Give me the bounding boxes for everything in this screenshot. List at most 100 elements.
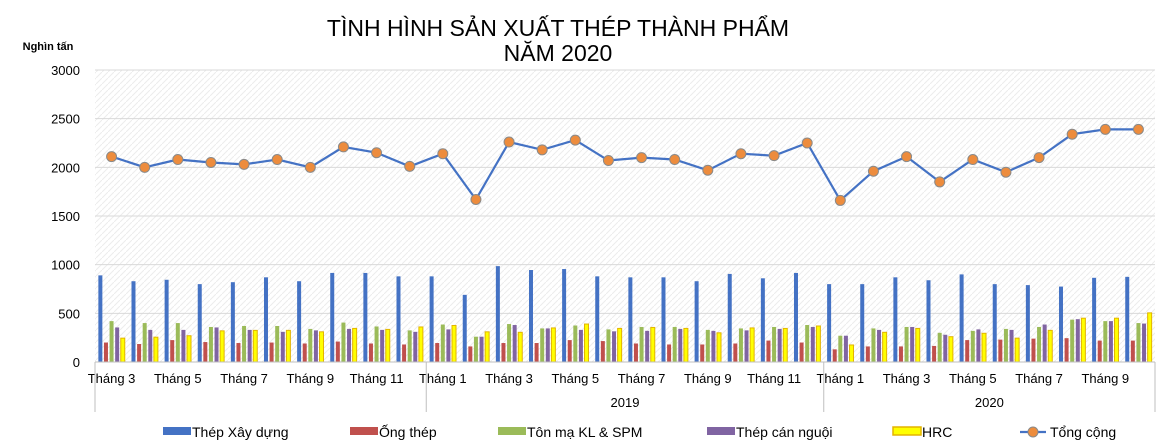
total-point xyxy=(702,164,714,176)
total-line-group xyxy=(106,123,1144,206)
x-tick-label: Tháng 11 xyxy=(350,371,404,386)
total-point xyxy=(238,158,250,170)
bar xyxy=(793,272,798,362)
bar xyxy=(760,278,765,362)
total-point xyxy=(636,152,648,164)
bar xyxy=(612,331,617,362)
total-line xyxy=(111,128,1139,203)
total-point xyxy=(337,141,349,153)
bar xyxy=(1037,326,1042,362)
bar xyxy=(1097,340,1102,362)
bar xyxy=(645,330,650,362)
bar xyxy=(667,344,672,362)
bar xyxy=(976,329,981,362)
legend-label: Tôn mạ KL & SPM xyxy=(527,424,642,440)
bar xyxy=(727,273,732,362)
x-axis: Tháng 3 Tháng 5 Tháng 7 Tháng 9 Tháng 11 Thán… xyxy=(88,361,1156,412)
bar xyxy=(429,276,434,362)
bar xyxy=(1114,317,1120,363)
bar xyxy=(236,343,241,362)
bar xyxy=(368,343,373,362)
total-point xyxy=(801,137,813,149)
x-tick-label: Tháng 9 xyxy=(286,371,334,386)
y-tick-label: 1500 xyxy=(51,209,80,224)
bar xyxy=(413,331,418,362)
x-tick-label: Tháng 3 xyxy=(485,371,533,386)
total-point xyxy=(139,161,151,173)
bar xyxy=(252,329,258,363)
bar xyxy=(545,328,550,362)
bar xyxy=(319,331,325,363)
total-point xyxy=(1066,128,1078,140)
bar xyxy=(877,329,882,362)
bar xyxy=(435,343,440,362)
bar xyxy=(562,269,567,362)
bar xyxy=(943,334,948,362)
total-point xyxy=(768,150,780,162)
bar xyxy=(385,328,391,363)
bar xyxy=(137,343,142,362)
bar xyxy=(617,327,623,363)
bar xyxy=(992,284,997,362)
bar xyxy=(1014,337,1020,363)
y-tick-label: 0 xyxy=(73,355,80,370)
bar xyxy=(396,276,401,362)
bar xyxy=(937,332,942,362)
total-point xyxy=(569,134,581,146)
bar xyxy=(606,329,611,362)
bar xyxy=(1025,285,1030,362)
bar xyxy=(628,277,633,362)
bar xyxy=(219,330,225,363)
x-tick-label: Tháng 3 xyxy=(883,371,931,386)
bar xyxy=(1103,321,1108,362)
bar xyxy=(882,331,888,363)
bar xyxy=(407,330,412,362)
x-tick-label: Tháng 11 xyxy=(747,371,801,386)
total-point xyxy=(106,151,118,163)
legend-label: Ống thép xyxy=(379,423,437,440)
bar xyxy=(181,329,186,362)
legend-swatch xyxy=(892,426,922,436)
bar xyxy=(280,331,285,362)
bar xyxy=(700,344,705,362)
bar xyxy=(1125,276,1130,362)
bar xyxy=(242,325,247,362)
total-point xyxy=(901,151,913,163)
bar xyxy=(418,326,424,363)
bar xyxy=(567,340,572,362)
total-point xyxy=(1132,123,1144,135)
bar xyxy=(495,266,500,362)
bar xyxy=(308,328,313,362)
bar xyxy=(1064,338,1069,362)
legend-swatch xyxy=(163,427,191,435)
bar xyxy=(777,328,782,362)
bar xyxy=(843,335,848,362)
x-tick-label: Tháng 7 xyxy=(220,371,268,386)
bar xyxy=(512,325,517,362)
bar xyxy=(263,277,268,362)
bar xyxy=(341,322,346,362)
bar xyxy=(1108,321,1113,362)
bar xyxy=(932,345,937,362)
total-point xyxy=(404,160,416,172)
bar xyxy=(1003,328,1008,362)
bar xyxy=(103,342,108,362)
x-tick-label: Tháng 1 xyxy=(419,371,467,386)
bar xyxy=(772,326,777,362)
x-tick-label: Tháng 9 xyxy=(1081,371,1129,386)
bar xyxy=(998,339,1003,362)
x-tick-label: Tháng 7 xyxy=(1015,371,1063,386)
total-point xyxy=(205,156,217,168)
bar xyxy=(915,327,921,363)
bar xyxy=(733,343,738,362)
x-tick-label: Tháng 5 xyxy=(154,371,202,386)
bar xyxy=(865,346,870,362)
bar xyxy=(716,332,722,363)
bar xyxy=(799,342,804,362)
year-label: 2019 xyxy=(611,395,640,410)
legend-swatch xyxy=(498,427,526,435)
bar xyxy=(197,284,202,362)
bar xyxy=(269,342,274,362)
bar xyxy=(507,324,512,362)
